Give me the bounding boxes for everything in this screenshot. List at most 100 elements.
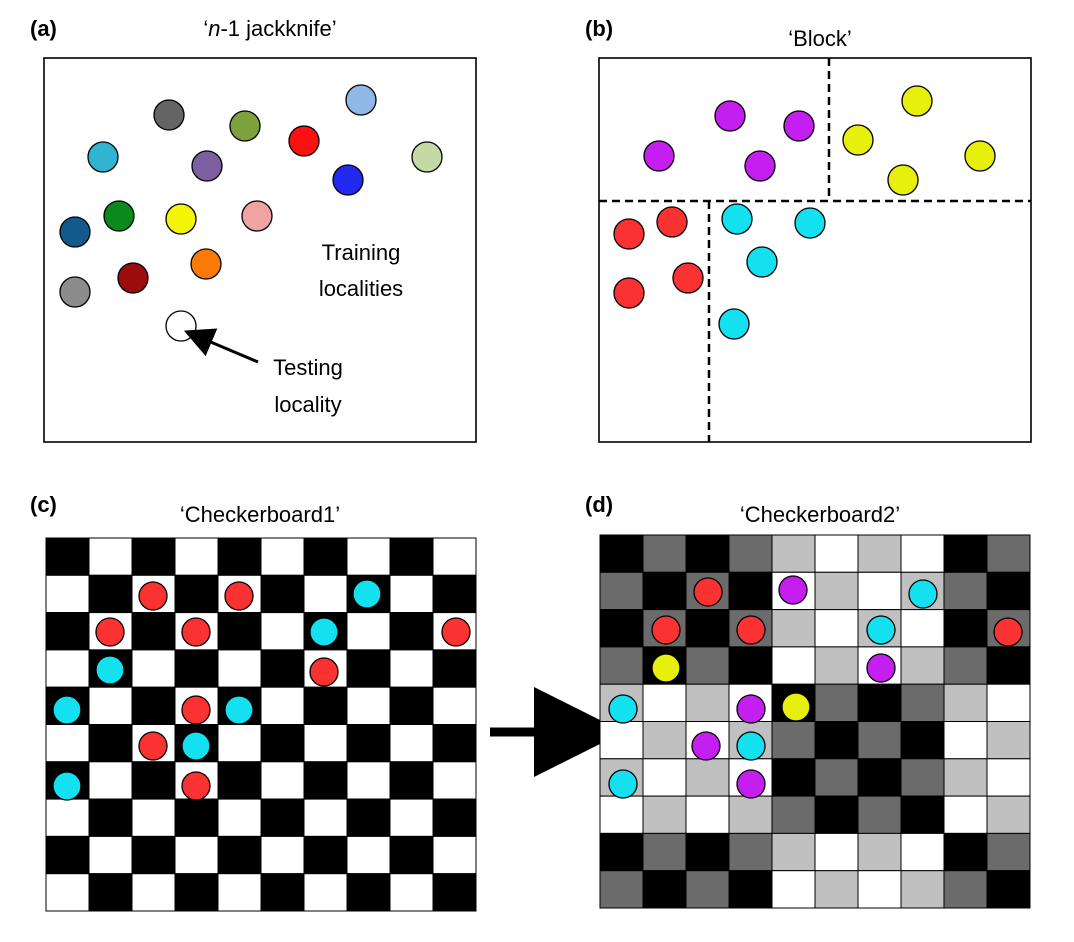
checkerboard1-cell xyxy=(303,873,348,912)
checkerboard2-cell xyxy=(857,795,902,834)
checkerboard1-cell xyxy=(260,798,305,837)
checkerboard1-cell xyxy=(432,537,477,576)
checkerboard1-cell xyxy=(174,873,219,912)
checkerboard1-cell xyxy=(45,612,90,651)
checkerboard2-cell xyxy=(728,832,773,872)
block-locality-red xyxy=(672,262,704,294)
checkerboard1-cell xyxy=(389,649,434,688)
checkerboard1-red-dot xyxy=(95,617,125,647)
checkerboard1-cell xyxy=(260,761,305,800)
block-locality-yellow xyxy=(842,124,874,156)
checkerboard1-cell xyxy=(260,574,305,614)
checkerboard2-dot xyxy=(651,615,681,645)
checkerboard1-cell xyxy=(88,798,133,837)
checkerboard2-dot xyxy=(908,579,938,609)
panel-a-frame xyxy=(43,57,477,443)
checkerboard2-cell xyxy=(728,795,773,834)
checkerboard1-cyan-dot xyxy=(309,617,339,647)
checkerboard2-cell xyxy=(771,609,816,648)
checkerboard1-cell xyxy=(389,686,434,726)
checkerboard2-cell xyxy=(900,534,945,573)
checkerboard1-red-dot xyxy=(138,581,168,611)
checkerboard2-cell xyxy=(986,534,1031,573)
checkerboard2-cell xyxy=(685,646,730,685)
checkerboard2-cell xyxy=(943,870,988,909)
checkerboard2-cell xyxy=(986,683,1031,723)
checkerboard1-cell xyxy=(131,649,176,688)
panel-a-label: (a) xyxy=(30,16,57,41)
checkerboard1-cell xyxy=(432,835,477,875)
checkerboard2-cell xyxy=(771,870,816,909)
checkerboard1-cell xyxy=(346,761,391,800)
checkerboard2-cell xyxy=(943,646,988,685)
checkerboard2-dot xyxy=(866,615,896,645)
checkerboard1-cell xyxy=(88,761,133,800)
checkerboard2-cell xyxy=(642,758,687,797)
block-locality-purple xyxy=(643,140,675,172)
block-locality-red xyxy=(613,218,645,250)
checkerboard2-localities xyxy=(608,575,1023,799)
checkerboard2-cell xyxy=(728,571,773,611)
checkerboard1-cell xyxy=(303,724,348,763)
checkerboard2-cell xyxy=(857,870,902,909)
checkerboard2-cell xyxy=(685,534,730,573)
block-locality-red xyxy=(656,206,688,238)
checkerboard2-cell xyxy=(642,683,687,723)
checkerboard2-cell xyxy=(685,683,730,723)
checkerboard2-cell xyxy=(814,870,859,909)
testing-arrow xyxy=(183,328,259,364)
checkerboard2-cell xyxy=(857,534,902,573)
checkerboard2-cell xyxy=(857,721,902,760)
training-locality-dot xyxy=(59,216,91,248)
checkerboard1-cell xyxy=(131,835,176,875)
block-locality-purple xyxy=(744,150,776,182)
checkerboard1-cell xyxy=(131,873,176,912)
checkerboard2-cell xyxy=(943,721,988,760)
checkerboard1-cell xyxy=(88,686,133,726)
checkerboard1-cell xyxy=(303,686,348,726)
checkerboard2-cell xyxy=(900,795,945,834)
checkerboard1-cell xyxy=(45,798,90,837)
checkerboard2-dot xyxy=(736,694,766,724)
checkerboard2-cell xyxy=(642,870,687,909)
checkerboard1-red-dot xyxy=(181,695,211,725)
training-locality-dot xyxy=(87,141,119,173)
checkerboard1-cell xyxy=(88,537,133,576)
checkerboard1-cell xyxy=(389,798,434,837)
checkerboard1-cell xyxy=(346,798,391,837)
checkerboard2-cell xyxy=(599,721,644,760)
checkerboard1-red-dot xyxy=(138,731,168,761)
checkerboard2-dot xyxy=(736,731,766,761)
checkerboard2-cell xyxy=(685,609,730,648)
checkerboard2-cell xyxy=(599,571,644,611)
panel-a-title-italic: n xyxy=(208,16,221,41)
checkerboard2-cell xyxy=(900,832,945,872)
checkerboard2-cell xyxy=(943,534,988,573)
checkerboard2-cell xyxy=(943,832,988,872)
checkerboard1-cell xyxy=(303,761,348,800)
checkerboard2-cell xyxy=(599,832,644,872)
checkerboard1-cell xyxy=(303,574,348,614)
block-locality-yellow xyxy=(887,164,919,196)
checkerboard2-cell xyxy=(900,721,945,760)
training-label-line1: Training xyxy=(322,240,401,265)
checkerboard2-cell xyxy=(943,571,988,611)
checkerboard1-cell xyxy=(346,724,391,763)
training-locality-dot xyxy=(229,110,261,142)
checkerboard1-cell xyxy=(174,574,219,614)
checkerboard2-cell xyxy=(814,646,859,685)
checkerboard2-dot xyxy=(693,577,723,607)
checkerboard1-cell xyxy=(260,612,305,651)
checkerboard2-cell xyxy=(986,571,1031,611)
checkerboard2-cell xyxy=(599,795,644,834)
panel-c-label: (c) xyxy=(30,492,57,517)
checkerboard2-cell xyxy=(857,683,902,723)
training-locality-dot xyxy=(288,125,320,157)
panel-b-label: (b) xyxy=(585,16,614,41)
checkerboard2-dot xyxy=(691,731,721,761)
checkerboard2-cell xyxy=(771,832,816,872)
checkerboard2-cell xyxy=(943,795,988,834)
checkerboard2-cell xyxy=(728,534,773,573)
checkerboard1-red-dot xyxy=(441,617,471,647)
